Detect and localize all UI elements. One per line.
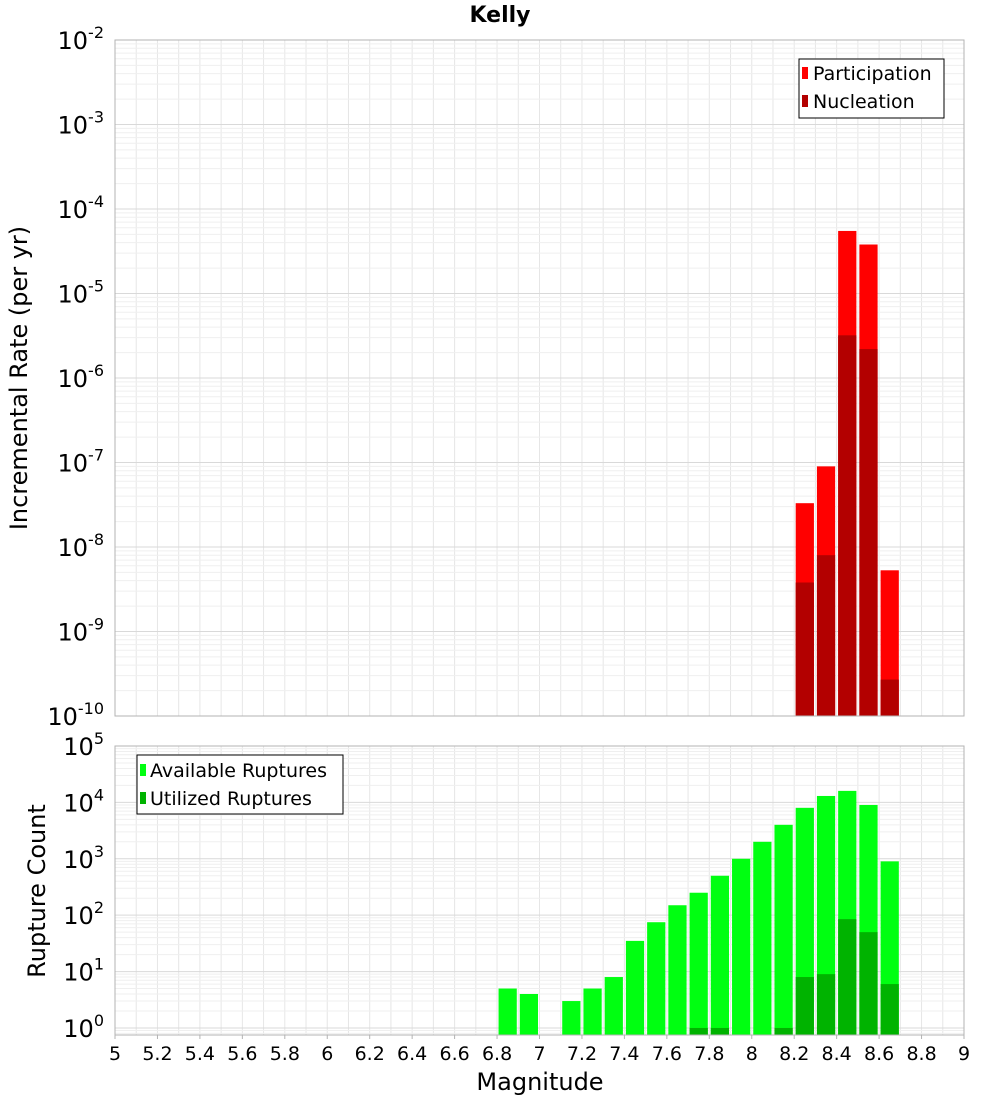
x-tick-label: 9 (958, 1043, 970, 1065)
bottom-bar-available-ruptures (583, 988, 602, 1035)
nucleation-legend-label: Nucleation (813, 91, 915, 113)
bottom-bar-available-ruptures (519, 994, 538, 1035)
top-bar-nucleation (859, 349, 878, 716)
bottom-y-tick-label: 101 (63, 955, 104, 987)
bottom-bar-available-ruptures (732, 858, 751, 1035)
top-plot-frame (114, 39, 965, 717)
x-tick-label: 6.4 (397, 1043, 427, 1065)
x-tick-label: 8.4 (822, 1043, 852, 1065)
top-y-tick-label: 10-9 (58, 615, 105, 647)
bottom-bar-utilized-ruptures (838, 919, 857, 1035)
bottom-y-tick-label: 104 (63, 785, 104, 817)
bottom-bar-utilized-ruptures (689, 1027, 708, 1035)
bottom-bar-available-ruptures (753, 841, 772, 1035)
bottom-bar-utilized-ruptures (710, 1027, 730, 1035)
nucleation-legend-swatch (802, 95, 808, 107)
utilized-legend-label: Utilized Ruptures (150, 788, 312, 810)
x-tick-label: 8.8 (906, 1043, 936, 1065)
top-y-tick-label: 10-10 (47, 699, 104, 731)
x-tick-label: 7.2 (567, 1043, 597, 1065)
bottom-y-tick-label: 103 (63, 842, 104, 874)
bottom-bar-available-ruptures (604, 977, 623, 1035)
top-y-tick-label: 10-6 (58, 361, 105, 393)
bottom-bar-available-ruptures (562, 1001, 581, 1035)
bottom-y-tick-label: 102 (63, 898, 104, 930)
available-legend-swatch (140, 764, 146, 776)
top-y-tick-label: 10-5 (58, 277, 105, 309)
available-legend-label: Available Ruptures (150, 760, 327, 782)
bottom-y-tick-labels: 105 104 103 102 101 100 (63, 729, 104, 1043)
top-y-axis-label: Incremental Rate (per yr) (5, 226, 33, 530)
bottom-bar-utilized-ruptures (795, 977, 814, 1035)
x-tick-label: 5.8 (270, 1043, 300, 1065)
chart-title: Kelly (469, 3, 530, 28)
x-tick-label: 7.8 (694, 1043, 724, 1065)
participation-legend-swatch (802, 67, 808, 79)
bottom-bar-available-ruptures (498, 988, 517, 1035)
x-axis-label: Magnitude (476, 1068, 603, 1096)
x-tick-label: 6.8 (482, 1043, 512, 1065)
bottom-legend: Available Ruptures Utilized Ruptures (136, 754, 344, 815)
top-bar-nucleation (880, 679, 899, 716)
x-tick-labels: 5 5.2 5.4 5.6 5.8 6 6.2 6.4 6.6 6.8 7 7.2 7.4 7.6 7.8 8… (109, 1035, 970, 1065)
top-y-tick-label: 10-4 (58, 192, 105, 224)
top-y-tick-label: 10-2 (58, 23, 105, 55)
x-tick-label: 8.6 (864, 1043, 894, 1065)
bottom-bar-available-ruptures (774, 824, 793, 1035)
top-y-tick-label: 10-8 (58, 530, 105, 562)
top-legend-box (798, 58, 945, 119)
x-tick-label: 8 (746, 1043, 758, 1065)
x-tick-label: 6 (321, 1043, 333, 1065)
bottom-legend-box (136, 754, 344, 815)
top-y-tick-labels: 10-2 10-3 10-4 10-5 10-6 10-7 10-8 10-9 10-10 (47, 23, 104, 731)
bottom-bar-utilized-ruptures (880, 984, 899, 1035)
x-tick-label: 7 (533, 1043, 545, 1065)
bottom-y-axis-label: Rupture Count (23, 804, 51, 978)
x-tick-label: 7.6 (652, 1043, 682, 1065)
bottom-bar-utilized-ruptures (816, 974, 836, 1035)
x-tick-label: 7.4 (609, 1043, 639, 1065)
bottom-bar-utilized-ruptures (859, 932, 878, 1035)
bottom-y-tick-label: 100 (63, 1011, 104, 1043)
x-tick-label: 6.6 (439, 1043, 469, 1065)
top-grid (114, 39, 965, 717)
bottom-bar-available-ruptures (710, 875, 730, 1035)
bottom-bar-available-ruptures (668, 905, 687, 1035)
bottom-bar-available-ruptures (647, 922, 666, 1035)
top-bars (795, 230, 899, 717)
x-tick-label: 6.2 (355, 1043, 385, 1065)
x-tick-label: 8.2 (779, 1043, 809, 1065)
utilized-legend-swatch (140, 792, 146, 804)
top-legend: Participation Nucleation (798, 58, 945, 119)
top-bar-nucleation (816, 555, 836, 716)
top-y-tick-label: 10-7 (58, 446, 105, 478)
bottom-y-tick-label: 105 (63, 729, 104, 761)
x-tick-label: 5 (109, 1043, 121, 1065)
participation-legend-label: Participation (813, 63, 932, 85)
bottom-bar-available-ruptures (689, 892, 708, 1035)
bottom-bars (498, 790, 899, 1035)
bottom-bar-available-ruptures (625, 940, 645, 1035)
top-bar-nucleation (795, 582, 814, 716)
x-tick-label: 5.4 (185, 1043, 215, 1065)
top-bar-nucleation (838, 335, 857, 716)
top-y-tick-label: 10-3 (58, 108, 105, 140)
x-tick-label: 5.2 (142, 1043, 172, 1065)
bottom-bar-utilized-ruptures (774, 1027, 793, 1035)
x-tick-label: 5.6 (227, 1043, 257, 1065)
